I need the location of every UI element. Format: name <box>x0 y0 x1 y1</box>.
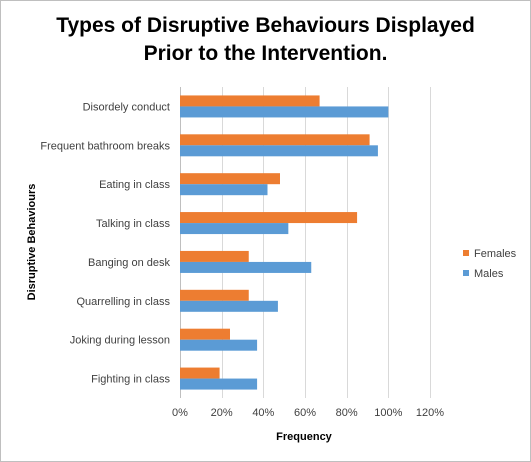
chart-title-line1: Types of Disruptive Behaviours Displayed <box>56 14 475 37</box>
y-tick-label: Joking during lesson <box>70 335 170 347</box>
legend-swatch-females <box>463 250 469 256</box>
bar-females-6 <box>180 328 230 340</box>
bar-females-4 <box>180 250 249 262</box>
bar-males-7 <box>180 378 258 390</box>
bar-males-0 <box>180 106 389 118</box>
legend-label-females: Females <box>474 248 517 260</box>
y-tick-label: Fighting in class <box>91 374 170 386</box>
y-tick-label: Eating in class <box>99 179 170 191</box>
bar-males-4 <box>180 261 312 273</box>
x-tick-label: 60% <box>294 407 316 419</box>
x-axis-title: Frequency <box>276 431 333 443</box>
y-tick-label: Frequent bathroom breaks <box>40 140 170 152</box>
x-tick-label: 20% <box>211 407 233 419</box>
y-tick-label: Quarrelling in class <box>76 296 170 308</box>
y-tick-label: Talking in class <box>96 218 170 230</box>
y-tick-label: Disordely conduct <box>83 101 170 113</box>
legend: Females Males <box>463 248 517 280</box>
x-tick-label: 80% <box>336 407 358 419</box>
bar-females-2 <box>180 173 280 185</box>
y-tick-labels: Disordely conduct Frequent bathroom break… <box>40 101 170 385</box>
bar-females-3 <box>180 212 358 224</box>
bar-males-2 <box>180 184 268 196</box>
x-tick-label: 40% <box>252 407 274 419</box>
chart-title: Types of Disruptive Behaviours Displayed… <box>0 12 531 68</box>
bar-males-6 <box>180 339 258 351</box>
bar-males-3 <box>180 223 289 235</box>
legend-label-males: Males <box>474 268 504 280</box>
chart-title-line2: Prior to the Intervention. <box>143 42 388 65</box>
x-tick-label: 100% <box>374 407 402 419</box>
bar-males-1 <box>180 145 378 157</box>
y-axis-title: Disruptive Behaviours <box>26 184 38 301</box>
bar-males-5 <box>180 300 278 312</box>
legend-swatch-males <box>463 270 469 276</box>
gridlines <box>180 87 431 398</box>
x-tick-labels: 0% 20% 40% 60% 80% 100% 120% <box>172 407 444 419</box>
bar-females-7 <box>180 367 220 379</box>
x-tick-label: 120% <box>416 407 444 419</box>
bar-females-0 <box>180 95 320 107</box>
bars <box>180 95 389 390</box>
bar-females-1 <box>180 134 370 146</box>
x-tick-label: 0% <box>172 407 188 419</box>
y-tick-label: Banging on desk <box>88 257 170 269</box>
bar-females-5 <box>180 289 249 301</box>
